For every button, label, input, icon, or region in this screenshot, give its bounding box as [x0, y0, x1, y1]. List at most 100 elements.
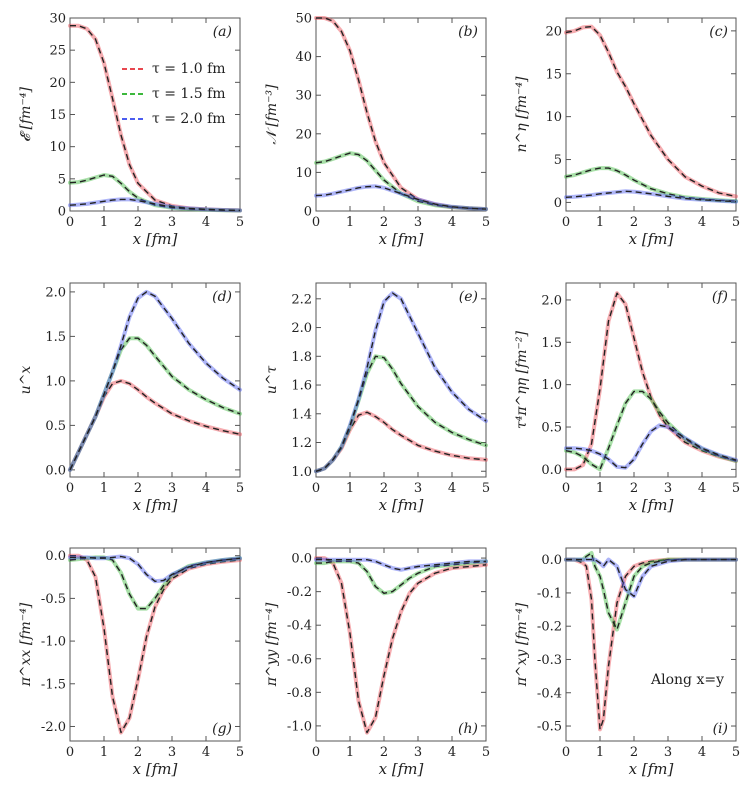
panel-label: (f) — [712, 289, 728, 305]
x-tick-label: 2 — [630, 745, 638, 760]
y-tick-label: 10 — [49, 140, 66, 155]
y-tick-label: 10 — [295, 166, 312, 181]
x-tick-label: 1 — [100, 481, 108, 496]
series-dash-1 — [315, 355, 487, 472]
series-line-0 — [314, 410, 488, 474]
y-tick-label: 30 — [49, 12, 66, 27]
y-axis-label: n^η [fm⁻⁴] — [514, 76, 530, 153]
x-tick-label: 1 — [596, 481, 604, 496]
y-tick-label: -0.1 — [537, 586, 562, 601]
x-axis-label: x [fm] — [379, 496, 424, 514]
y-tick-label: 50 — [295, 12, 312, 27]
panel-label: (h) — [458, 721, 478, 737]
plot-frame — [315, 17, 487, 212]
plot-frame — [565, 282, 737, 478]
x-tick-label: 5 — [482, 481, 490, 496]
x-axis-label: x [fm] — [629, 496, 674, 514]
y-tick-label: 0.5 — [45, 419, 66, 434]
x-tick-label: 1 — [596, 745, 604, 760]
y-tick-label: 25 — [49, 44, 66, 59]
y-tick-label: 1.0 — [45, 374, 66, 389]
series-line-0 — [68, 378, 242, 472]
panel-label: (g) — [212, 721, 232, 737]
x-tick-label: 4 — [448, 481, 456, 496]
series-dash-1 — [565, 167, 737, 202]
panel-label: (a) — [213, 24, 232, 40]
series-dash-1 — [315, 152, 487, 210]
series-dash-0 — [316, 17, 487, 210]
series-dash-1 — [565, 390, 737, 471]
series-dash-2 — [566, 558, 736, 597]
x-axis-label: x [fm] — [133, 496, 178, 514]
y-axis-label: τ⁴π^ηη [fm⁻²] — [514, 331, 530, 429]
y-tick-label: -1.0 — [41, 635, 66, 650]
x-tick-label: 4 — [448, 745, 456, 760]
panel-c: 0 1 2 3 4 5 0 5 10 15 20 x [fm] n^η [fm⁻⁴] (c) — [514, 17, 740, 248]
y-tick-label: -2.0 — [41, 720, 66, 735]
x-tick-label: 2 — [630, 481, 638, 496]
x-tick-label: 5 — [236, 215, 244, 230]
y-tick-label: 20 — [545, 24, 562, 39]
series-dash-0 — [566, 292, 737, 471]
x-tick-label: 1 — [346, 745, 354, 760]
series-dash-0 — [565, 25, 737, 198]
panel-label: (b) — [458, 24, 478, 40]
series-dash-0 — [70, 555, 241, 734]
series-dash-2 — [565, 190, 737, 203]
x-tick-label: 5 — [732, 215, 740, 230]
x-axis-label: x [fm] — [133, 230, 178, 248]
plot-frame — [315, 547, 487, 742]
panel-label: (i) — [713, 721, 728, 737]
plot-frame — [315, 282, 487, 478]
y-tick-label: -0.8 — [287, 686, 312, 701]
x-tick-label: 3 — [168, 745, 176, 760]
x-tick-label: 3 — [414, 215, 422, 230]
panel-f: 0 1 2 3 4 5 0.0 0.5 1.0 1.5 2.0 x [fm] τ⁴π^ηη [fm⁻²]… — [514, 282, 740, 514]
series-line-1 — [68, 336, 242, 472]
y-tick-label: 0.0 — [541, 463, 562, 478]
y-axis-label: 𝒩 [fm⁻³] — [264, 84, 280, 145]
legend-label-0: τ = 1.0 fm — [152, 61, 226, 77]
x-tick-label: 0 — [66, 481, 74, 496]
y-tick-label: 2.2 — [291, 292, 312, 307]
y-tick-label: 1.2 — [291, 436, 312, 451]
series-dash-2 — [315, 292, 487, 472]
panel-i: 0 1 2 3 4 5 0.0 -0.1 -0.2 -0.3 -0.4 -0.5 x [fm] π^xy … — [514, 547, 740, 778]
series-dash-0 — [316, 557, 487, 734]
annotation: Along x=y — [650, 672, 724, 688]
x-tick-label: 4 — [448, 215, 456, 230]
x-tick-label: 5 — [482, 215, 490, 230]
y-tick-label: 40 — [295, 50, 312, 65]
panel-label: (e) — [459, 289, 478, 305]
panel-d: 0 1 2 3 4 5 0.0 0.5 1.0 1.5 2.0 x [fm] u^x (d) — [18, 282, 244, 514]
y-axis-label: u^τ — [264, 366, 280, 395]
y-tick-label: 0.5 — [541, 421, 562, 436]
series-dash-2 — [69, 291, 241, 471]
x-tick-label: 0 — [312, 481, 320, 496]
x-axis-label: x [fm] — [629, 760, 674, 778]
x-tick-label: 1 — [346, 481, 354, 496]
series-line-2 — [68, 289, 242, 472]
y-tick-label: 20 — [49, 76, 66, 91]
y-axis-label: π^yy [fm⁻⁴] — [264, 602, 280, 687]
y-tick-label: 2.0 — [45, 285, 66, 300]
x-tick-label: 4 — [698, 745, 706, 760]
x-tick-label: 4 — [698, 215, 706, 230]
x-tick-label: 3 — [414, 745, 422, 760]
plot-frame — [69, 547, 241, 742]
y-tick-label: 15 — [49, 108, 66, 123]
series-dash-2 — [69, 198, 241, 212]
x-tick-label: 0 — [66, 745, 74, 760]
y-tick-label: 1.5 — [541, 336, 562, 351]
x-tick-label: 3 — [664, 745, 672, 760]
panel-label: (c) — [709, 24, 728, 40]
x-tick-label: 4 — [202, 215, 210, 230]
y-tick-label: -0.5 — [41, 592, 66, 607]
y-tick-label: -0.6 — [287, 652, 312, 667]
x-tick-label: 4 — [698, 481, 706, 496]
y-tick-label: 1.0 — [291, 465, 312, 480]
y-tick-label: 20 — [295, 127, 312, 142]
series-dash-2 — [566, 424, 737, 469]
x-tick-label: 1 — [346, 215, 354, 230]
